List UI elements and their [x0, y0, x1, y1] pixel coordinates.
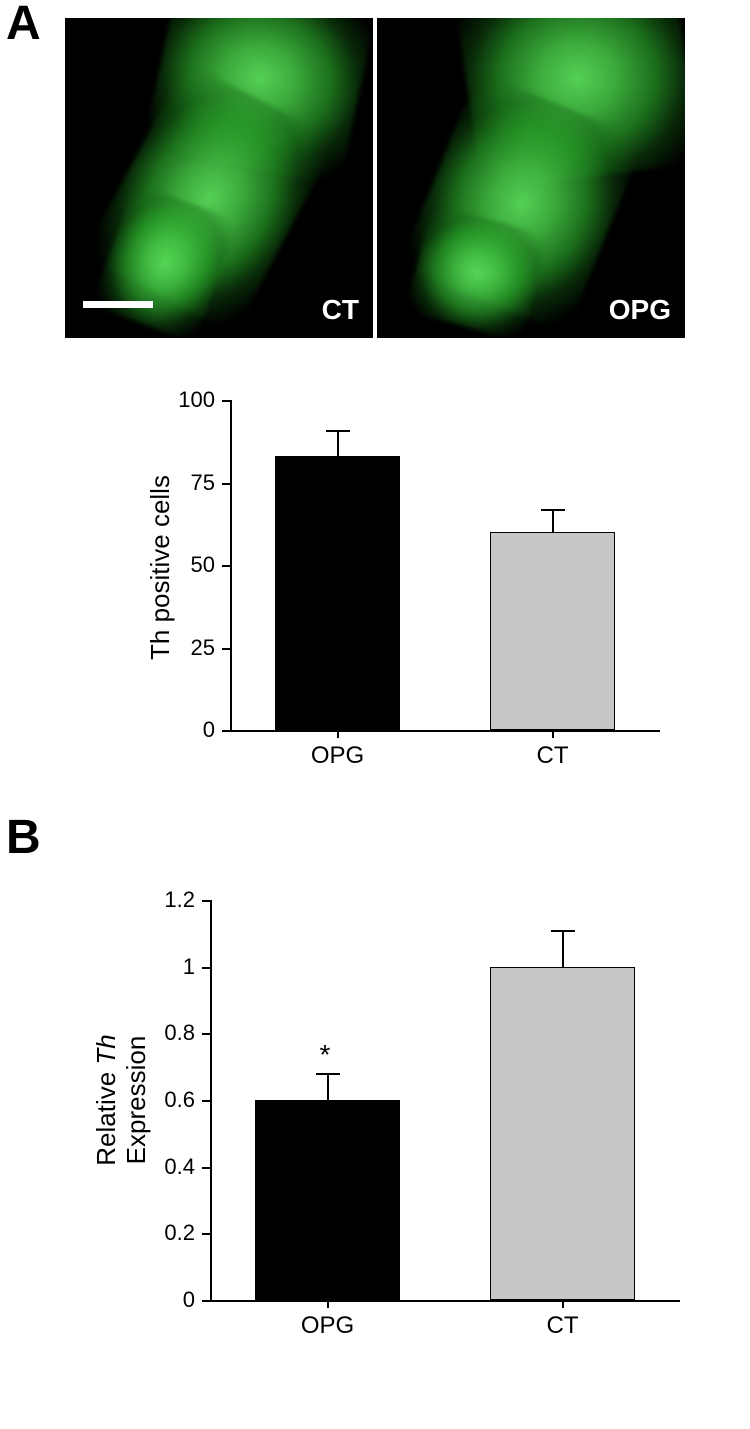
error-cap: [551, 930, 575, 932]
y-tick: [202, 1033, 210, 1035]
y-tick: [202, 1167, 210, 1169]
y-tick: [202, 967, 210, 969]
figure-container: A CT OPG 0255075100Th positive cellsOPGC…: [0, 0, 750, 1429]
error-cap: [316, 1073, 340, 1075]
error-bar: [562, 930, 564, 967]
x-axis: [210, 1300, 680, 1302]
y-axis: [210, 900, 212, 1300]
error-bar: [327, 1073, 329, 1100]
y-tick: [202, 1100, 210, 1102]
x-label-opg: OPG: [278, 1312, 378, 1340]
y-tick: [202, 1233, 210, 1235]
x-tick: [562, 1300, 564, 1308]
bar-opg: [255, 1100, 400, 1300]
x-tick: [327, 1300, 329, 1308]
x-label-ct: CT: [513, 1312, 613, 1340]
y-tick-label: 0: [140, 1287, 195, 1313]
y-axis-title: Relative ThExpression: [92, 1000, 152, 1200]
y-tick: [202, 900, 210, 902]
y-tick: [202, 1300, 210, 1302]
panel-b-chart: 00.20.40.60.811.2Relative ThExpressionOP…: [0, 0, 750, 1380]
y-tick-label: 0.2: [140, 1220, 195, 1246]
bar-ct: [490, 967, 635, 1300]
y-tick-label: 1.2: [140, 887, 195, 913]
y-tick-label: 1: [140, 954, 195, 980]
significance-marker: *: [320, 1039, 331, 1071]
